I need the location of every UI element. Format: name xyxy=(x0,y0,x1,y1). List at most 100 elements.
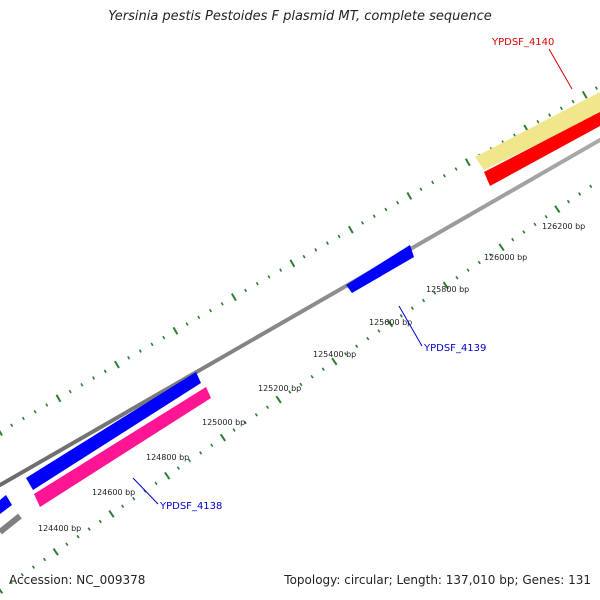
minor-tick xyxy=(384,207,388,212)
minor-tick xyxy=(98,519,102,524)
tick-label-126200: 126200 bp xyxy=(542,222,585,231)
gene-4138-reverse[interactable] xyxy=(34,387,211,507)
minor-tick xyxy=(150,342,154,347)
minor-tick xyxy=(43,557,47,562)
minor-tick xyxy=(544,215,548,219)
major-tick xyxy=(164,471,171,480)
minor-tick xyxy=(121,504,125,508)
minor-tick xyxy=(377,329,381,333)
minor-tick xyxy=(33,409,37,414)
label-ypdsf-4138[interactable]: YPDSF_4138 xyxy=(159,501,222,512)
minor-tick xyxy=(243,420,247,425)
major-tick xyxy=(331,357,338,366)
minor-tick xyxy=(488,253,492,257)
minor-tick xyxy=(321,367,325,371)
minor-tick xyxy=(31,565,36,569)
gene-4138-forward[interactable] xyxy=(26,372,201,490)
major-tick xyxy=(442,281,449,290)
major-tick xyxy=(289,259,296,268)
minor-tick xyxy=(511,237,515,242)
leader-4140 xyxy=(548,48,573,90)
minor-tick xyxy=(396,200,400,205)
major-tick xyxy=(219,433,227,442)
minor-tick xyxy=(288,390,292,394)
gene-4139[interactable] xyxy=(346,245,414,293)
leader-4139 xyxy=(398,305,423,347)
minor-tick xyxy=(548,113,552,117)
map-title: Yersinia pestis Pestoides F plasmid MT, … xyxy=(108,9,492,24)
minor-tick xyxy=(21,416,25,421)
minor-tick xyxy=(92,376,96,380)
minor-tick xyxy=(103,369,107,374)
minor-tick xyxy=(343,352,348,356)
inner-tick-row xyxy=(0,184,593,594)
minor-tick xyxy=(571,99,575,104)
major-tick xyxy=(347,225,354,234)
backbone-line xyxy=(0,138,600,487)
minor-tick xyxy=(199,451,203,455)
minor-tick xyxy=(187,458,192,463)
minor-tick xyxy=(366,336,370,341)
minor-tick xyxy=(589,184,593,189)
major-tick xyxy=(275,395,282,404)
major-tick xyxy=(0,588,4,594)
minor-tick xyxy=(45,403,49,407)
minor-tick xyxy=(433,291,437,295)
tick-label-125200: 125200 bp xyxy=(258,384,301,393)
minor-tick xyxy=(267,275,271,279)
accession-text: Accession: NC_009378 xyxy=(9,573,146,587)
label-ypdsf-4140[interactable]: YPDSF_4140 xyxy=(491,37,554,48)
tick-label-124600: 124600 bp xyxy=(92,488,135,497)
minor-tick xyxy=(154,481,158,486)
tick-label-125800: 125800 bp xyxy=(426,285,469,294)
major-tick xyxy=(114,360,120,369)
major-tick xyxy=(387,319,394,328)
label-ypdsf-4139[interactable]: YPDSF_4139 xyxy=(423,343,486,354)
major-tick xyxy=(231,293,237,302)
minor-tick xyxy=(299,382,303,387)
minor-tick xyxy=(325,241,329,245)
minor-tick xyxy=(337,234,341,239)
minor-tick xyxy=(477,260,481,265)
minor-tick xyxy=(210,443,214,448)
minor-tick xyxy=(185,322,189,326)
gene-4140[interactable] xyxy=(484,112,600,186)
minor-tick xyxy=(372,214,376,218)
tick-label-124400: 124400 bp xyxy=(38,524,81,533)
gene-4140-pale[interactable] xyxy=(475,92,600,170)
minor-tick xyxy=(419,187,423,192)
tick-labels: 124400 bp 124600 bp 124800 bp 125000 bp … xyxy=(38,222,585,533)
major-tick xyxy=(554,205,561,214)
major-tick xyxy=(464,158,471,167)
minor-tick xyxy=(244,288,248,293)
tick-label-125000: 125000 bp xyxy=(202,418,245,427)
minor-tick xyxy=(559,106,563,111)
major-tick xyxy=(55,394,62,403)
minor-tick xyxy=(399,314,403,318)
minor-tick xyxy=(566,199,571,204)
minor-tick xyxy=(20,572,24,577)
minor-tick xyxy=(594,86,598,90)
minor-tick xyxy=(302,254,306,259)
minor-tick xyxy=(76,534,80,539)
minor-tick xyxy=(265,405,270,409)
minor-tick xyxy=(310,374,314,379)
minor-tick xyxy=(421,298,426,303)
minor-tick xyxy=(255,281,259,286)
minor-tick xyxy=(466,268,470,272)
minor-tick xyxy=(442,173,446,178)
tick-label-126000: 126000 bp xyxy=(484,253,527,262)
minor-tick xyxy=(232,428,236,432)
gene-fragment-left[interactable] xyxy=(0,495,12,514)
minor-tick xyxy=(87,527,91,531)
minor-tick xyxy=(127,356,131,360)
minor-tick xyxy=(533,222,537,227)
major-tick xyxy=(172,326,179,335)
major-tick xyxy=(0,429,3,436)
minor-tick xyxy=(410,306,414,310)
minor-tick xyxy=(455,275,459,280)
minor-tick xyxy=(132,496,136,501)
minor-tick xyxy=(197,315,201,320)
topology-text: Topology: circular; Length: 137,010 bp; … xyxy=(284,573,591,587)
